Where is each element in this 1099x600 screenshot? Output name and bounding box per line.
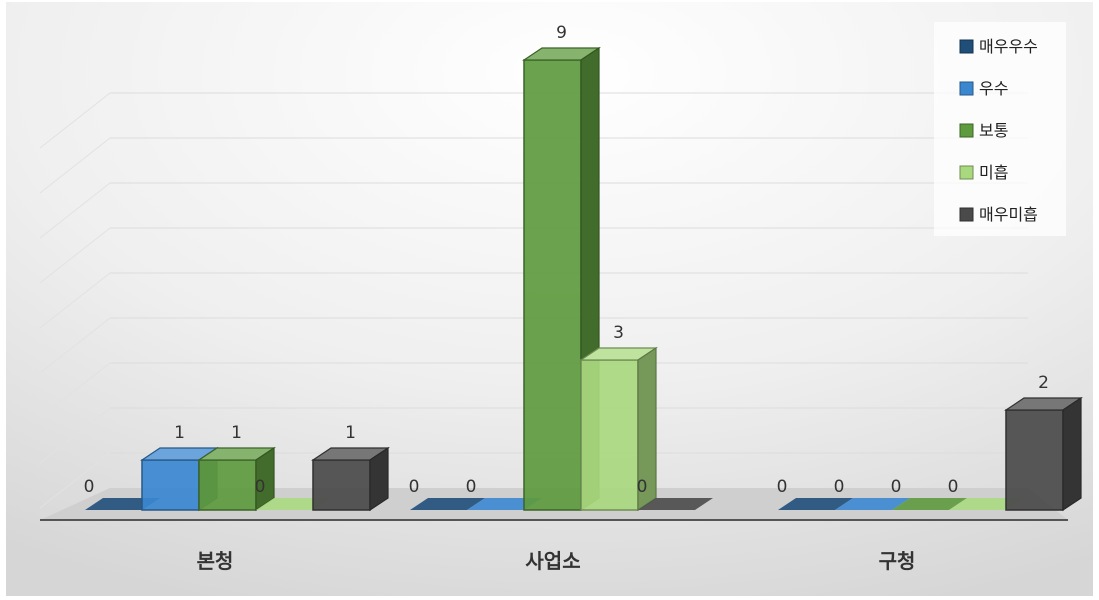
side-wall-line [39, 137, 111, 194]
data-label: 0 [255, 477, 266, 497]
bar [311, 446, 390, 512]
bar [892, 498, 967, 510]
side-wall-line [39, 407, 111, 464]
data-label: 0 [834, 477, 845, 497]
bar [197, 446, 276, 512]
legend-label: 보통 [979, 121, 1008, 140]
side-wall-line [39, 92, 111, 149]
bar-front [580, 359, 639, 511]
bar-flat [638, 498, 713, 510]
bar [522, 46, 601, 512]
category-label: 사업소 [525, 549, 580, 573]
bar-side [1062, 396, 1082, 512]
legend-label: 매우미흡 [979, 205, 1038, 224]
bar-front [312, 459, 371, 511]
data-label: 3 [613, 323, 624, 343]
data-label: 0 [84, 477, 95, 497]
bar-front [523, 59, 582, 511]
category-axis: 본청 사업소 구청 [197, 549, 916, 573]
category-label: 구청 [879, 549, 916, 573]
data-label: 9 [556, 23, 567, 43]
data-label: 1 [231, 423, 242, 443]
bar-front [141, 459, 200, 511]
side-wall-line [39, 227, 111, 284]
side-wall-line [39, 182, 111, 239]
bar-side [369, 446, 389, 512]
bar [1004, 396, 1083, 512]
legend-label: 매우우수 [979, 37, 1038, 56]
data-label: 0 [466, 477, 477, 497]
side-wall-line [39, 362, 111, 419]
data-label: 1 [174, 423, 185, 443]
bar-flat [410, 498, 485, 510]
side-wall-line [39, 452, 111, 509]
data-label: 0 [409, 477, 420, 497]
data-label: 2 [1038, 373, 1049, 393]
legend-swatch [959, 207, 974, 222]
bars [85, 46, 1083, 512]
bar-flat [835, 498, 910, 510]
legend-label: 우수 [979, 79, 1008, 98]
legend-swatch [959, 39, 974, 54]
bar-front [1005, 409, 1064, 511]
legend-swatch [959, 123, 974, 138]
bar [638, 498, 713, 510]
bar-front [198, 459, 257, 511]
bar [835, 498, 910, 510]
data-labels: 0 1 1 0 1 0 0 9 3 0 0 0 0 0 2 [84, 23, 1049, 497]
legend-box [934, 22, 1066, 236]
bar [410, 498, 485, 510]
bar [778, 498, 853, 510]
side-wall-line [39, 272, 111, 329]
data-label: 0 [777, 477, 788, 497]
side-wall-line [39, 317, 111, 374]
legend-swatch [959, 165, 974, 180]
legend-label: 미흡 [979, 163, 1008, 182]
legend-swatch [959, 81, 974, 96]
category-label: 본청 [197, 549, 234, 573]
data-label: 0 [637, 477, 648, 497]
bar [579, 346, 658, 512]
bar-flat [778, 498, 853, 510]
bar-flat [892, 498, 967, 510]
data-label: 0 [891, 477, 902, 497]
data-label: 1 [345, 423, 356, 443]
data-label: 0 [948, 477, 959, 497]
